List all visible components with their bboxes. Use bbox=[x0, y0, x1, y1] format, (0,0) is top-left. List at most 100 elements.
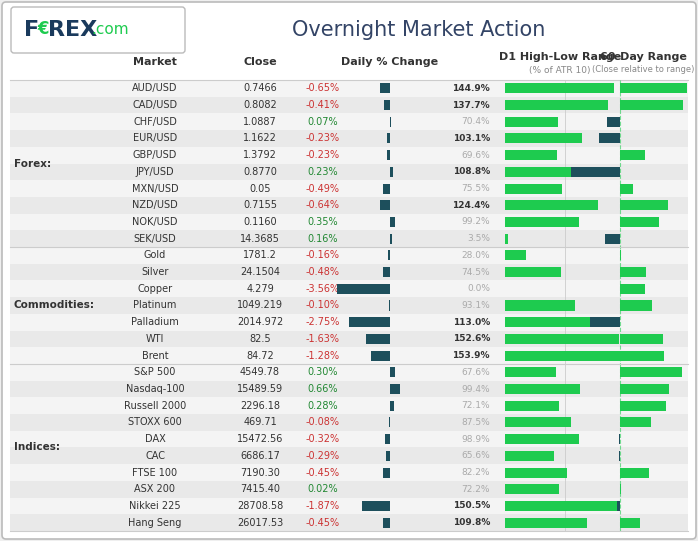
Bar bbox=[390, 401, 394, 411]
Text: 82.5: 82.5 bbox=[249, 334, 271, 344]
Bar bbox=[620, 300, 652, 311]
Bar bbox=[349, 317, 390, 327]
Text: JPY/USD: JPY/USD bbox=[135, 167, 174, 177]
Bar bbox=[620, 418, 651, 427]
Text: 4.279: 4.279 bbox=[246, 284, 274, 294]
Text: -0.16%: -0.16% bbox=[306, 250, 340, 260]
Text: 0.7155: 0.7155 bbox=[243, 200, 277, 210]
Bar bbox=[10, 347, 688, 364]
Bar bbox=[620, 250, 621, 260]
Text: Nikkei 225: Nikkei 225 bbox=[129, 501, 181, 511]
Text: 0.66%: 0.66% bbox=[308, 384, 339, 394]
Text: ASX 200: ASX 200 bbox=[135, 484, 175, 494]
Bar bbox=[390, 117, 391, 127]
Text: -0.49%: -0.49% bbox=[306, 183, 340, 194]
Bar bbox=[620, 367, 682, 377]
Text: 14.3685: 14.3685 bbox=[240, 234, 280, 243]
Text: NZD/USD: NZD/USD bbox=[132, 200, 178, 210]
Bar bbox=[386, 451, 390, 461]
Bar bbox=[390, 367, 394, 377]
Bar bbox=[620, 83, 687, 94]
Text: 108.8%: 108.8% bbox=[453, 167, 490, 176]
Text: 26017.53: 26017.53 bbox=[237, 518, 283, 527]
Text: Overnight Market Action: Overnight Market Action bbox=[292, 20, 546, 40]
Bar bbox=[620, 467, 648, 478]
Bar bbox=[505, 518, 587, 527]
Bar bbox=[620, 183, 632, 194]
Bar bbox=[383, 267, 390, 277]
Text: 3.5%: 3.5% bbox=[467, 234, 490, 243]
Bar bbox=[390, 234, 392, 243]
Bar bbox=[10, 97, 688, 114]
Bar bbox=[10, 80, 688, 97]
Text: Hang Seng: Hang Seng bbox=[128, 518, 181, 527]
Text: 0.02%: 0.02% bbox=[308, 484, 339, 494]
Text: DAX: DAX bbox=[144, 434, 165, 444]
Bar bbox=[620, 518, 639, 527]
Bar bbox=[10, 163, 688, 180]
Bar bbox=[10, 230, 688, 247]
Bar bbox=[387, 250, 390, 260]
FancyBboxPatch shape bbox=[11, 7, 185, 53]
Text: MXN/USD: MXN/USD bbox=[132, 183, 178, 194]
Bar bbox=[10, 481, 688, 498]
Bar bbox=[505, 150, 557, 160]
Text: Daily % Change: Daily % Change bbox=[341, 57, 438, 67]
Bar bbox=[390, 384, 400, 394]
Bar bbox=[618, 451, 620, 461]
Bar bbox=[599, 134, 620, 143]
Bar bbox=[620, 150, 644, 160]
Text: Commodities:: Commodities: bbox=[14, 300, 95, 311]
Text: SEK/USD: SEK/USD bbox=[133, 234, 177, 243]
Text: REX: REX bbox=[48, 20, 97, 40]
Bar bbox=[390, 217, 395, 227]
Text: 0.1160: 0.1160 bbox=[243, 217, 277, 227]
Text: 2014.972: 2014.972 bbox=[237, 317, 283, 327]
Text: 74.5%: 74.5% bbox=[461, 268, 490, 276]
Text: 1781.2: 1781.2 bbox=[243, 250, 277, 260]
Bar bbox=[10, 264, 688, 280]
Text: 72.1%: 72.1% bbox=[461, 401, 490, 410]
Bar bbox=[505, 183, 562, 194]
Bar bbox=[505, 334, 619, 344]
Text: 24.1504: 24.1504 bbox=[240, 267, 280, 277]
Text: Close: Close bbox=[243, 57, 277, 67]
Bar bbox=[505, 117, 558, 127]
Text: 65.6%: 65.6% bbox=[461, 451, 490, 460]
Text: 7190.30: 7190.30 bbox=[240, 467, 280, 478]
Bar bbox=[505, 300, 575, 311]
Bar bbox=[505, 418, 571, 427]
Bar bbox=[380, 83, 390, 94]
Text: -1.28%: -1.28% bbox=[306, 351, 340, 361]
Bar bbox=[505, 167, 586, 177]
Text: CAC: CAC bbox=[145, 451, 165, 461]
Bar bbox=[620, 100, 683, 110]
Bar bbox=[10, 280, 688, 297]
Bar bbox=[505, 100, 608, 110]
Bar bbox=[505, 451, 554, 461]
Bar bbox=[620, 284, 644, 294]
Text: 1.0887: 1.0887 bbox=[243, 117, 277, 127]
Bar bbox=[387, 150, 390, 160]
Bar bbox=[505, 234, 507, 243]
Text: Silver: Silver bbox=[141, 267, 169, 277]
Bar bbox=[505, 384, 579, 394]
Text: 6686.17: 6686.17 bbox=[240, 451, 280, 461]
Text: AUD/USD: AUD/USD bbox=[132, 83, 178, 94]
Text: 152.6%: 152.6% bbox=[452, 334, 490, 344]
Bar bbox=[505, 401, 559, 411]
Bar bbox=[505, 434, 579, 444]
Bar bbox=[618, 434, 620, 444]
Bar bbox=[383, 518, 390, 527]
Bar bbox=[10, 364, 688, 381]
Bar bbox=[505, 501, 618, 511]
Bar bbox=[10, 80, 688, 247]
Bar bbox=[505, 367, 556, 377]
Bar bbox=[620, 384, 669, 394]
Text: CAD/USD: CAD/USD bbox=[133, 100, 177, 110]
Text: -0.23%: -0.23% bbox=[306, 134, 340, 143]
Text: 70.4%: 70.4% bbox=[461, 117, 490, 126]
Bar bbox=[505, 317, 590, 327]
Text: €: € bbox=[37, 20, 48, 38]
Text: 28.0%: 28.0% bbox=[461, 251, 490, 260]
